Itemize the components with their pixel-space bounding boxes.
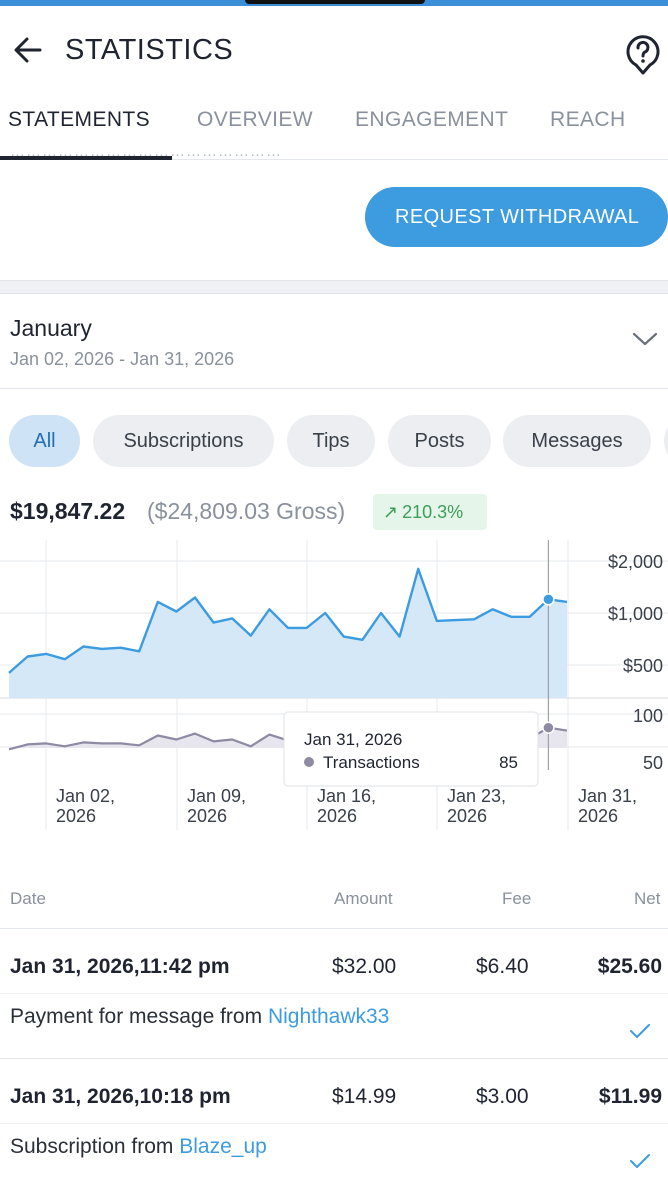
- y-tick-label: 50: [643, 753, 663, 773]
- tooltip-value: 85: [499, 753, 518, 772]
- tx-net: $25.60: [597, 955, 662, 978]
- net-total: $19,847.22: [10, 498, 126, 524]
- active-tab-indicator: [0, 156, 172, 160]
- tab-overview[interactable]: OVERVIEW: [197, 108, 314, 131]
- y-tick-label: $1,000: [608, 604, 663, 624]
- earnings-summary: $19,847.22 ($24,809.03 Gross) ↗ 210.3%: [0, 494, 668, 534]
- period-month: January: [10, 315, 92, 341]
- growth-badge: ↗ 210.3%: [373, 494, 487, 530]
- y-tick-label: $500: [623, 656, 663, 676]
- filter-chip-more[interactable]: [664, 415, 668, 467]
- header-fee: Fee: [502, 889, 532, 908]
- tx-net: $11.99: [598, 1085, 662, 1108]
- tab-bar: STATEMENTS OVERVIEW ENGAGEMENT REACH: [0, 96, 668, 160]
- x-tick-year: 2026: [317, 806, 357, 826]
- filter-chip-subscriptions[interactable]: Subscriptions: [93, 415, 274, 467]
- x-tick-year: 2026: [56, 806, 96, 826]
- y-tick-label: 100: [633, 706, 663, 726]
- table-header: Date Amount Fee Net: [0, 885, 668, 915]
- tx-datetime: Jan 31, 2026,10:18 pm: [10, 1085, 231, 1108]
- section-divider: [0, 280, 668, 294]
- tx-datetime: Jan 31, 2026,11:42 pm: [10, 955, 230, 978]
- check-icon: [630, 1154, 650, 1168]
- tx-description: Subscription from Blaze_up: [10, 1135, 267, 1159]
- period-selector[interactable]: January Jan 02, 2026 - Jan 31, 2026: [0, 295, 668, 389]
- tab-reach[interactable]: REACH: [550, 108, 626, 131]
- tooltip-series-dot: [304, 757, 314, 767]
- x-tick-label: Jan 31,2026: [578, 786, 637, 826]
- tx-user-link[interactable]: Nighthawk33: [267, 1005, 390, 1028]
- tooltip-series-name: Transactions: [323, 753, 420, 772]
- question-pin-icon: [626, 35, 660, 75]
- earnings-line: [8, 567, 568, 674]
- x-tick-year: 2026: [187, 806, 227, 826]
- tooltip-box: [283, 711, 539, 787]
- gross-total: ($24,809.03 Gross): [147, 498, 346, 524]
- help-button[interactable]: [624, 32, 662, 76]
- tx-fee: $3.00: [476, 1085, 529, 1108]
- tab-statements[interactable]: STATEMENTS: [8, 108, 151, 131]
- tx-description-text: Payment for message from: [10, 1005, 268, 1028]
- x-tick-label: Jan 02,2026: [56, 786, 115, 826]
- header-amount: Amount: [334, 889, 393, 908]
- tx-amount: $14.99: [332, 1085, 397, 1108]
- tooltip-date: Jan 31, 2026: [304, 730, 402, 749]
- x-tick-label: Jan 16,2026: [317, 786, 376, 826]
- filter-chip-posts[interactable]: Posts: [388, 415, 491, 467]
- earnings-hover-point: [542, 593, 555, 606]
- x-tick-month: Jan 02,: [56, 786, 115, 806]
- tab-engagement[interactable]: ENGAGEMENT: [355, 108, 509, 131]
- tx-description: Payment for message from Nighthawk33: [10, 1005, 389, 1029]
- x-tick-year: 2026: [447, 806, 487, 826]
- x-tick-month: Jan 23,: [447, 786, 506, 806]
- x-tick-year: 2026: [578, 806, 618, 826]
- table-row[interactable]: Jan 31, 2026,10:18 pm $14.99 $3.00 $11.9…: [0, 1058, 668, 1190]
- filter-chip-tips[interactable]: Tips: [287, 415, 375, 467]
- page-title: STATISTICS: [65, 34, 234, 66]
- chart-tooltip: Jan 31, 2026 Transactions 85: [283, 711, 539, 787]
- check-icon: [630, 1024, 650, 1038]
- row-divider: [0, 1123, 668, 1124]
- transactions-hover-point: [542, 721, 555, 734]
- row-divider: [0, 993, 668, 994]
- x-tick-label: Jan 23,2026: [447, 786, 506, 826]
- app-header: STATISTICS: [0, 6, 668, 94]
- earnings-area: [9, 568, 567, 698]
- camera-notch: [245, 0, 425, 4]
- clipped-text-row: ……………………………………………: [10, 152, 320, 162]
- filter-chip-messages[interactable]: Messages: [503, 415, 651, 467]
- filter-chips: All Subscriptions Tips Posts Messages: [0, 415, 668, 467]
- table-row[interactable]: Jan 31, 2026,11:42 pm $32.00 $6.40 $25.6…: [0, 928, 668, 1060]
- tx-description-text: Subscription from: [10, 1135, 180, 1158]
- request-withdrawal-button[interactable]: REQUEST WITHDRAWAL: [365, 187, 668, 247]
- header-date: Date: [10, 889, 46, 908]
- y-tick-label: $2,000: [608, 552, 663, 572]
- back-button[interactable]: [10, 32, 46, 68]
- tx-amount: $32.00: [332, 955, 397, 978]
- trend-up-icon: ↗: [383, 502, 399, 522]
- tx-user-link[interactable]: Blaze_up: [179, 1135, 267, 1158]
- header-net: Net: [634, 889, 661, 908]
- x-tick-month: Jan 16,: [317, 786, 376, 806]
- growth-value: 210.3%: [402, 502, 464, 522]
- filter-chip-all[interactable]: All: [9, 415, 80, 467]
- x-tick-month: Jan 31,: [578, 786, 637, 806]
- x-tick-label: Jan 09,2026: [187, 786, 246, 826]
- x-tick-month: Jan 09,: [187, 786, 246, 806]
- arrow-left-icon: [14, 37, 42, 63]
- period-range: Jan 02, 2026 - Jan 31, 2026: [10, 349, 235, 369]
- tx-fee: $6.40: [476, 955, 529, 978]
- chevron-down-icon: [632, 332, 658, 346]
